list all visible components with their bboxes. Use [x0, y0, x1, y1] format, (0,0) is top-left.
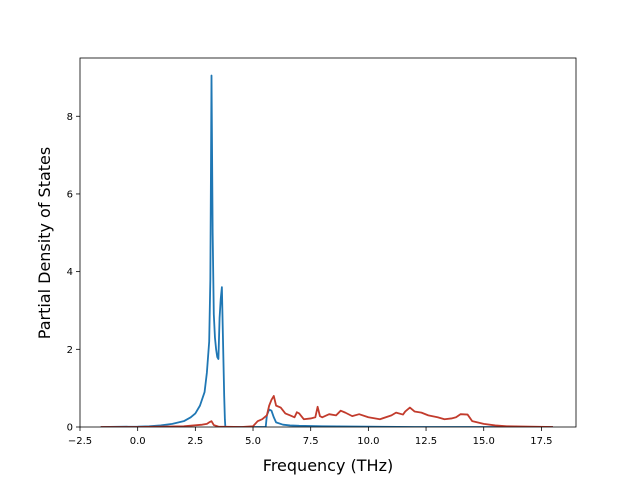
- x-tick-label: 0.0: [130, 436, 146, 447]
- y-tick-label: 6: [67, 189, 73, 200]
- x-tick-label: 5.0: [245, 436, 261, 447]
- x-tick-label: 12.5: [415, 436, 437, 447]
- x-tick-label: 7.5: [303, 436, 319, 447]
- x-tick-label: 17.5: [530, 436, 552, 447]
- x-tick-label: 2.5: [187, 436, 203, 447]
- x-axis-title: Frequency (THz): [263, 456, 393, 475]
- y-tick-label: 8: [67, 112, 73, 123]
- y-axis-title: Partial Density of States: [35, 147, 54, 339]
- plot-area: [100, 74, 553, 427]
- x-tick-label: −2.5: [68, 436, 92, 447]
- series-line-2: [100, 395, 553, 427]
- series-line-1: [100, 74, 553, 427]
- y-tick-label: 2: [67, 345, 73, 356]
- y-tick-label: 0: [67, 423, 73, 434]
- axes-frame: [79, 57, 577, 428]
- series-layer: [100, 74, 553, 427]
- y-tick-label: 4: [67, 267, 73, 278]
- x-tick-label: 15.0: [473, 436, 495, 447]
- axes-layer: −2.5 0.0 2.5 5.0 7.5 10.0 12.5 15.0 17.5 0 2 4 6 8: [67, 57, 577, 447]
- x-tick-label: 10.0: [357, 436, 379, 447]
